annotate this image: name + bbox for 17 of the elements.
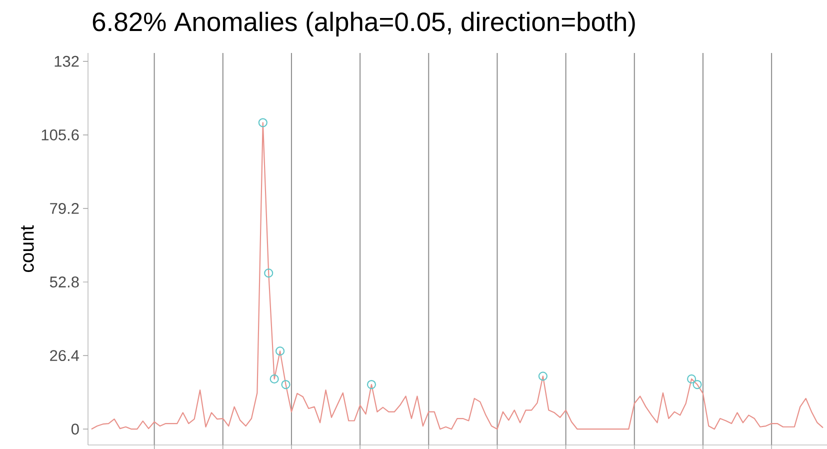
y-tick-label: 79.2 xyxy=(50,202,79,214)
chart-title: 6.82% Anomalies (alpha=0.05, direction=both) xyxy=(92,12,635,36)
point xyxy=(281,380,290,390)
point xyxy=(538,372,548,381)
y-tick-label: 52.8 xyxy=(50,276,79,288)
point xyxy=(686,374,696,384)
y-tick-label: 26.4 xyxy=(50,350,80,362)
y-tick-label: 105.6 xyxy=(42,129,79,140)
y-tick-label: 132 xyxy=(54,56,79,67)
y-tick-label: 0 xyxy=(71,424,79,435)
point xyxy=(692,380,702,390)
point xyxy=(264,268,274,278)
point xyxy=(258,118,268,128)
y-axis-title: count xyxy=(21,225,34,272)
point xyxy=(366,380,376,390)
point xyxy=(275,346,285,356)
point xyxy=(270,374,279,384)
